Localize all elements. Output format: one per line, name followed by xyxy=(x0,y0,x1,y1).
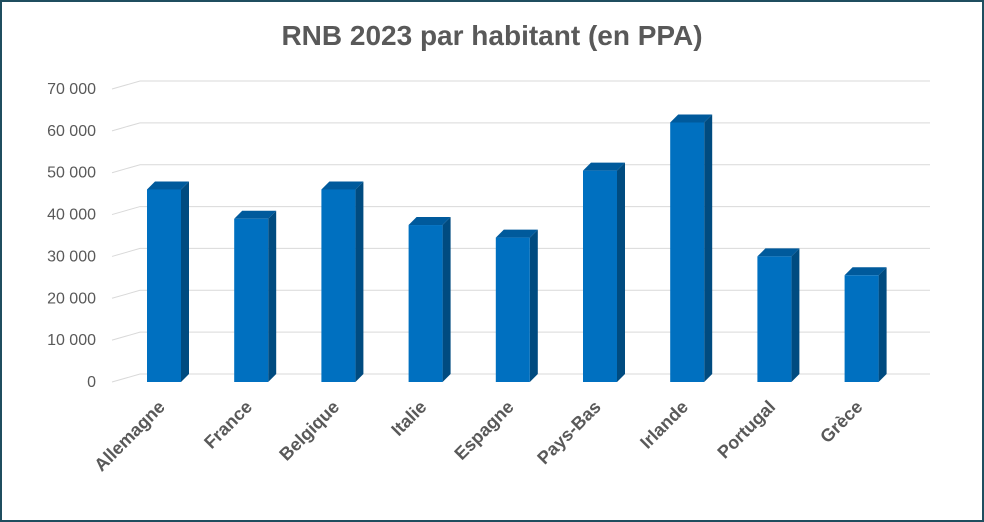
bar-belgique xyxy=(321,181,364,382)
bar-top xyxy=(583,162,625,171)
y-tick-label: 60 000 xyxy=(47,123,96,140)
y-axis-ticks: 0 10 000 20 000 30 000 40 000 50 000 60 000 70 … xyxy=(47,81,96,391)
bar-side xyxy=(355,181,364,382)
x-tick-label: France xyxy=(200,397,256,453)
bar-espagne xyxy=(495,229,538,382)
x-tick-label: Italie xyxy=(387,397,430,440)
bar-side xyxy=(791,248,800,382)
bar-top xyxy=(147,181,189,190)
y-tick-label: 30 000 xyxy=(47,248,96,265)
y-tick-label: 40 000 xyxy=(47,207,96,224)
bar-side xyxy=(878,267,887,382)
bar-front xyxy=(495,237,530,382)
gridlines xyxy=(111,80,930,383)
bar-pays-bas xyxy=(583,162,625,382)
bar-top xyxy=(234,210,277,219)
bar-irlande xyxy=(670,114,713,382)
x-tick-label: Irlande xyxy=(636,397,692,453)
gridline xyxy=(111,122,930,132)
gridline xyxy=(111,80,930,90)
bar-front xyxy=(408,225,443,382)
bar-front xyxy=(844,275,879,382)
gridline xyxy=(111,164,930,174)
gridline xyxy=(111,331,930,341)
gridline xyxy=(111,373,930,383)
y-tick-label: 70 000 xyxy=(47,81,96,98)
gridline xyxy=(111,289,930,299)
y-tick-label: 20 000 xyxy=(47,290,96,307)
x-tick-label: Pays-Bas xyxy=(533,397,604,468)
bar-side xyxy=(704,114,713,382)
x-tick-label: Allemagne xyxy=(90,397,169,476)
bar-side xyxy=(529,229,538,382)
bar-top xyxy=(844,267,887,276)
bar-front xyxy=(583,170,617,382)
bar-top xyxy=(757,248,800,257)
bar-top xyxy=(321,181,364,190)
chart-title: RNB 2023 par habitant (en PPA) xyxy=(281,20,703,51)
gridline xyxy=(111,206,930,216)
bar-side xyxy=(617,162,625,382)
bar-front xyxy=(321,189,356,382)
bar-front xyxy=(147,189,181,382)
bar-top xyxy=(495,229,538,238)
gridline xyxy=(111,247,930,257)
bar-portugal xyxy=(757,248,800,382)
bar-side xyxy=(442,217,451,382)
y-tick-label: 0 xyxy=(87,374,96,391)
x-tick-label: Portugal xyxy=(713,397,779,463)
x-tick-label: Espagne xyxy=(450,397,517,464)
bar-allemagne xyxy=(147,181,189,382)
bar-side xyxy=(181,181,189,382)
bar-side xyxy=(268,210,277,382)
x-tick-label: Grèce xyxy=(816,397,866,447)
bar-france xyxy=(234,210,277,382)
bar-top xyxy=(408,217,451,226)
y-tick-label: 10 000 xyxy=(47,332,96,349)
bar-front xyxy=(234,218,269,382)
y-tick-label: 50 000 xyxy=(47,165,96,182)
bar-front xyxy=(757,256,792,382)
bar-italie xyxy=(408,217,451,382)
x-tick-label: Belgique xyxy=(275,397,343,465)
bar-top xyxy=(670,114,713,123)
x-axis-ticks: Allemagne France Belgique Italie Espagne Pays… xyxy=(90,397,866,476)
bar-grèce xyxy=(844,267,887,382)
bar-front xyxy=(670,122,705,382)
bars xyxy=(147,114,887,382)
